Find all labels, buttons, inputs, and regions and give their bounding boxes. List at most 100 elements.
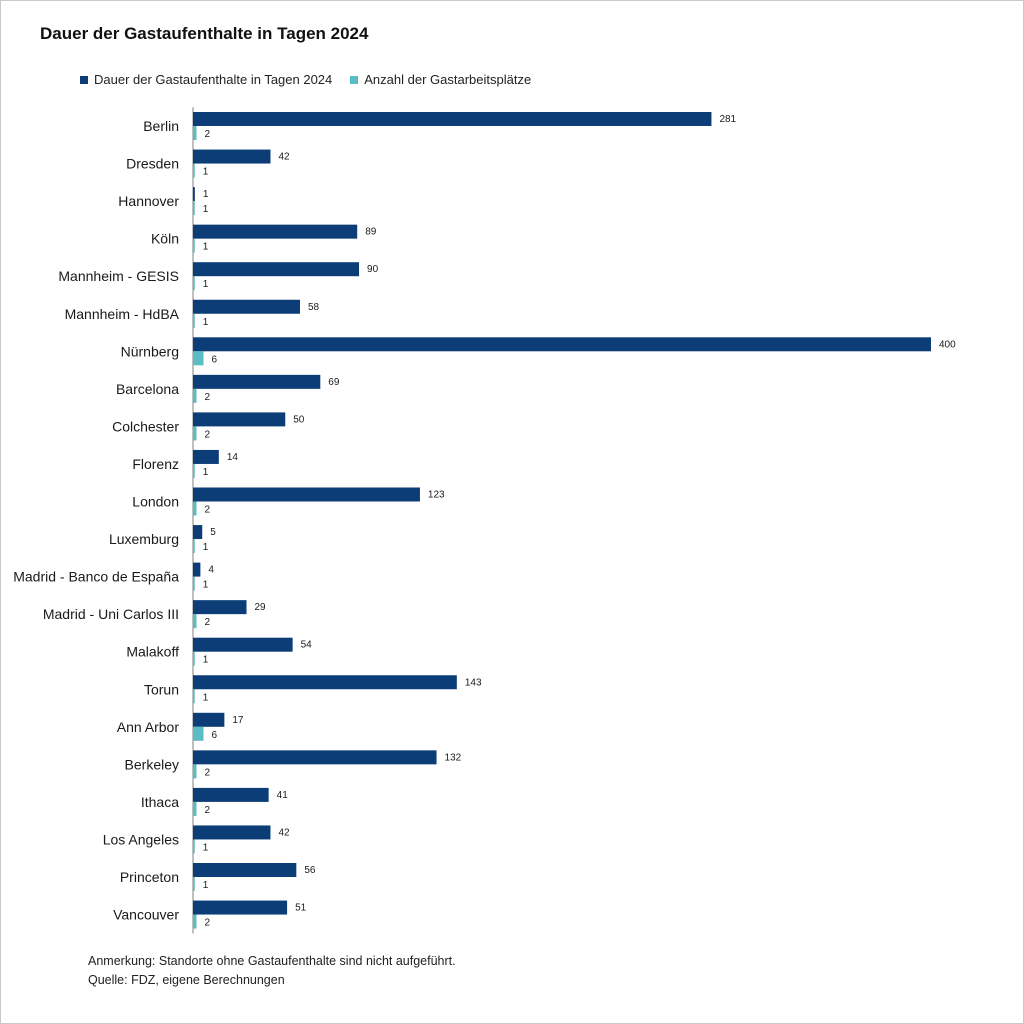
category-label: Hannover [118, 193, 179, 209]
bar-workplaces [193, 313, 195, 328]
bar-duration [193, 825, 271, 840]
bar-workplaces [193, 764, 197, 779]
bar-workplaces [193, 614, 197, 629]
data-label-workplaces: 1 [203, 692, 209, 703]
data-label-workplaces: 2 [205, 429, 211, 440]
bar-duration [193, 600, 247, 615]
bar-workplaces [193, 276, 195, 291]
category-label: London [132, 494, 179, 510]
bar-workplaces [193, 877, 195, 891]
data-label-duration: 123 [428, 490, 445, 501]
bar-workplaces [193, 689, 195, 704]
data-label-workplaces: 1 [203, 542, 209, 553]
category-label: Colchester [112, 418, 179, 434]
bar-duration [193, 562, 201, 577]
legend-label-duration: Dauer der Gastaufenthalte in Tagen 2024 [94, 72, 333, 87]
bar-duration [193, 750, 437, 765]
category-label: Nürnberg [121, 343, 179, 359]
data-label-workplaces: 2 [205, 505, 211, 516]
legend-item-duration: Dauer der Gastaufenthalte in Tagen 2024 [80, 72, 332, 87]
bar-duration [193, 637, 293, 652]
bar-workplaces [193, 914, 197, 929]
data-label-duration: 41 [277, 790, 289, 801]
data-label-duration: 29 [255, 602, 267, 613]
data-label-workplaces: 6 [212, 730, 218, 741]
bar-workplaces [193, 651, 195, 666]
data-label-duration: 56 [304, 865, 316, 876]
bar-workplaces [193, 576, 195, 591]
category-label: Barcelona [116, 381, 179, 397]
data-label-duration: 90 [367, 264, 379, 275]
data-label-workplaces: 1 [203, 279, 209, 290]
bar-workplaces [193, 126, 197, 140]
data-label-workplaces: 1 [203, 842, 209, 853]
bar-duration [193, 149, 271, 164]
bar-workplaces [193, 839, 195, 854]
bar-duration [193, 449, 219, 464]
bar-duration [193, 299, 301, 314]
data-label-duration: 89 [365, 227, 377, 238]
category-label: Malakoff [126, 644, 179, 660]
category-label: Vancouver [113, 907, 179, 923]
data-label-duration: 132 [445, 752, 462, 763]
bar-duration [193, 675, 457, 690]
bar-duration [193, 112, 712, 126]
bar-duration [193, 787, 269, 802]
category-label: Mannheim - GESIS [58, 268, 179, 284]
category-label: Princeton [120, 869, 179, 885]
legend-swatch-workplaces [350, 75, 359, 84]
category-label: Ann Arbor [117, 719, 180, 735]
data-label-workplaces: 1 [203, 242, 209, 253]
chart-title: Dauer der Gastaufenthalte in Tagen 2024 [40, 24, 369, 43]
data-label-duration: 1 [203, 189, 209, 200]
bar-workplaces [193, 426, 197, 441]
data-label-duration: 400 [939, 339, 956, 350]
bar-duration [193, 187, 195, 202]
data-label-duration: 143 [465, 677, 482, 688]
bar-duration [193, 262, 360, 277]
data-label-workplaces: 2 [205, 392, 211, 403]
bar-workplaces [193, 163, 195, 178]
chart-source: Quelle: FDZ, eigene Berechnungen [88, 973, 285, 987]
bar-workplaces [193, 726, 204, 741]
data-label-duration: 50 [293, 414, 305, 425]
bar-duration [193, 900, 288, 915]
category-label: Madrid - Banco de España [13, 569, 179, 585]
bar-duration [193, 487, 420, 502]
data-label-duration: 5 [210, 527, 216, 538]
data-label-duration: 51 [295, 903, 307, 914]
data-label-duration: 42 [278, 152, 290, 163]
data-label-duration: 14 [227, 452, 239, 463]
data-label-workplaces: 1 [203, 204, 209, 215]
data-label-duration: 17 [232, 715, 244, 726]
legend-item-workplaces: Anzahl der Gastarbeitsplätze [350, 72, 531, 87]
category-label: Luxemburg [109, 531, 179, 547]
data-label-workplaces: 1 [203, 655, 209, 666]
data-label-duration: 58 [308, 302, 320, 313]
data-label-workplaces: 6 [212, 354, 218, 365]
bar-workplaces [193, 801, 197, 816]
data-label-workplaces: 1 [203, 467, 209, 478]
bar-duration [193, 337, 931, 352]
data-label-duration: 42 [278, 827, 290, 838]
bar-duration [193, 374, 321, 389]
bar-workplaces [193, 388, 197, 403]
data-label-workplaces: 1 [203, 580, 209, 591]
category-label: Torun [144, 681, 179, 697]
data-label-workplaces: 2 [205, 767, 211, 778]
category-label: Madrid - Uni Carlos III [43, 606, 179, 622]
data-label-workplaces: 2 [205, 805, 211, 816]
bar-duration [193, 412, 286, 427]
bar-duration [193, 863, 297, 877]
bar-workplaces [193, 201, 195, 216]
category-label: Ithaca [141, 794, 179, 810]
legend-label-workplaces: Anzahl der Gastarbeitsplätze [364, 72, 532, 87]
data-label-workplaces: 2 [205, 918, 211, 929]
bar-workplaces [193, 463, 195, 478]
bar-workplaces [193, 501, 197, 516]
bar-duration [193, 525, 203, 540]
bar-workplaces [193, 539, 195, 554]
category-label: Los Angeles [103, 831, 179, 847]
data-label-duration: 54 [301, 640, 313, 651]
